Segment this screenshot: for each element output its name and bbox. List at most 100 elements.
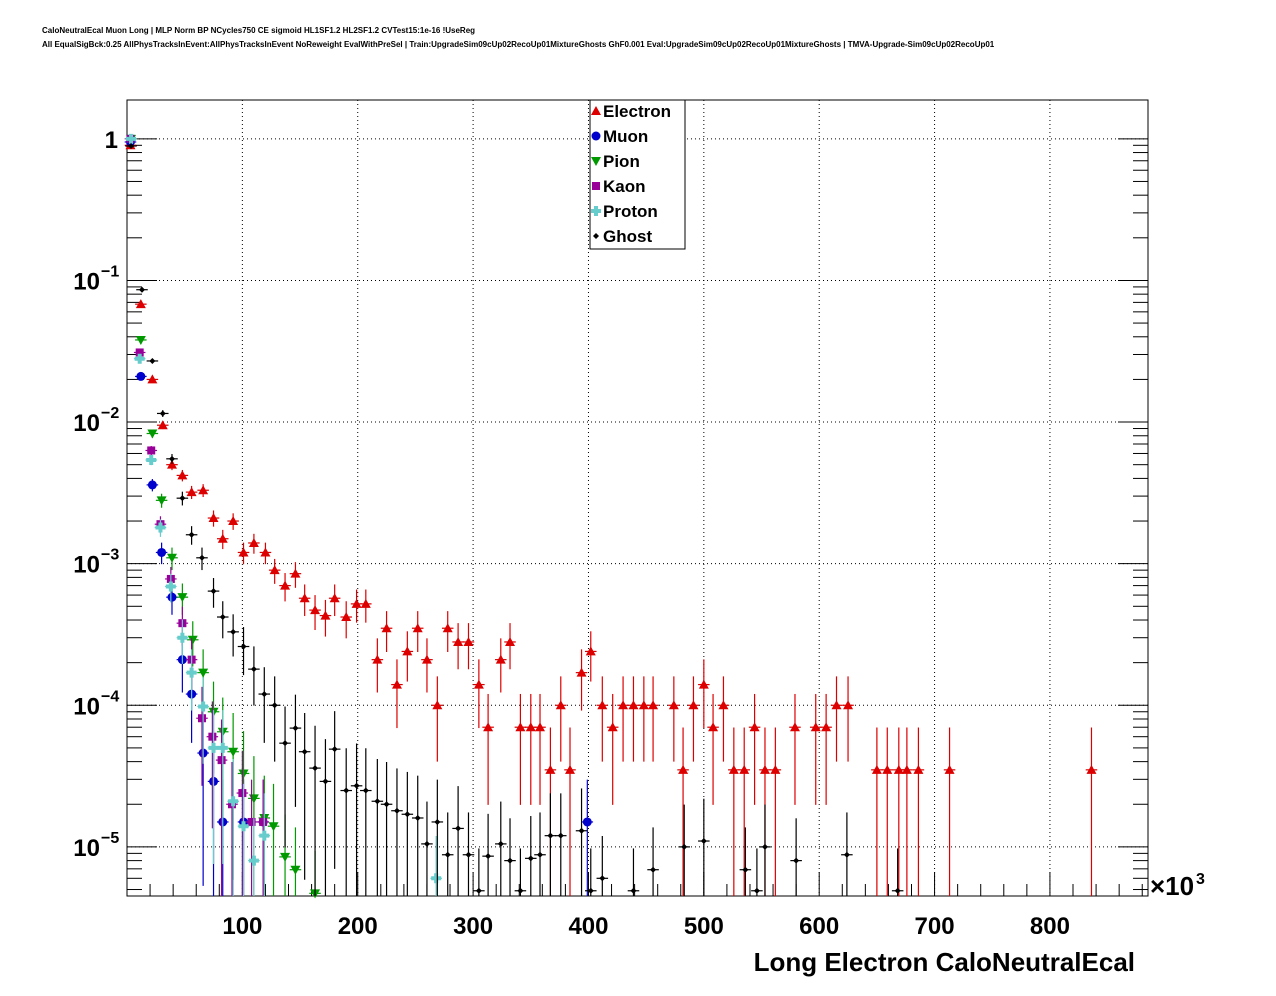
- data-point: [371, 758, 384, 896]
- triangle-up-marker: [320, 610, 331, 620]
- square-marker: [208, 732, 217, 741]
- triangle-down-marker: [198, 668, 209, 678]
- triangle-up-marker: [372, 654, 383, 664]
- data-point: [525, 816, 537, 896]
- x-multiplier-exponent: 3: [1196, 871, 1205, 888]
- diamond-marker: [894, 887, 901, 894]
- triangle-up-marker: [893, 764, 904, 774]
- data-point: [146, 374, 159, 384]
- triangle-up-marker: [391, 679, 402, 689]
- triangle-up-marker: [607, 722, 618, 732]
- data-point: [585, 848, 597, 896]
- legend-box: [589, 99, 686, 250]
- data-point: [176, 491, 189, 506]
- diamond-marker: [742, 866, 749, 873]
- data-point: [340, 601, 352, 639]
- data-point: [411, 775, 424, 896]
- triangle-up-marker: [789, 722, 800, 732]
- data-point: [166, 547, 178, 571]
- data-point: [258, 667, 271, 743]
- data-point: [136, 286, 148, 293]
- x-tick-label: 500: [684, 913, 724, 940]
- x-axis-label: Long Electron CaloNeutralEcal: [754, 947, 1135, 977]
- diamond-marker: [423, 840, 430, 847]
- triangle-up-marker: [166, 459, 177, 469]
- data-point: [197, 484, 209, 498]
- cross-marker: [259, 830, 270, 841]
- legend-label: Pion: [603, 152, 640, 171]
- triangle-up-marker: [177, 470, 188, 480]
- data-point: [431, 676, 444, 762]
- data-point: [504, 623, 516, 670]
- data-point: [360, 748, 372, 896]
- triangle-up-marker: [515, 722, 526, 732]
- data-point: [156, 420, 169, 430]
- diamond-marker: [159, 410, 166, 417]
- data-point: [717, 676, 730, 762]
- diamond-marker: [331, 746, 338, 753]
- x-tick-label: 300: [453, 913, 493, 940]
- x-tick-label: 200: [338, 913, 378, 940]
- triangle-down-marker: [166, 553, 177, 563]
- diamond-marker: [843, 851, 850, 858]
- data-point: [596, 676, 609, 762]
- data-point: [154, 519, 167, 537]
- triangle-up-marker: [329, 593, 340, 603]
- legend: Electron Muon Pion Kaon Proton Ghost: [589, 99, 686, 250]
- data-point: [165, 573, 177, 603]
- data-point: [871, 727, 883, 896]
- diamond-marker: [681, 843, 688, 850]
- data-point: [912, 727, 925, 896]
- data-point: [298, 584, 311, 617]
- data-point: [176, 469, 189, 482]
- y-tick-label: 10: [73, 693, 100, 720]
- data-point: [196, 547, 208, 571]
- diamond-marker: [404, 811, 411, 818]
- cross-marker: [217, 742, 228, 753]
- triangle-up-marker: [157, 420, 168, 430]
- triangle-down-marker: [135, 335, 146, 345]
- diamond-marker: [128, 142, 135, 149]
- data-point: [289, 562, 302, 588]
- triangle-up-marker: [648, 700, 659, 710]
- y-tick-label: 10: [73, 835, 100, 862]
- data-point: [462, 812, 475, 896]
- diamond-marker: [650, 866, 657, 873]
- cross-marker: [165, 581, 176, 592]
- data-point: [441, 611, 454, 653]
- triangle-down-marker: [156, 496, 167, 506]
- x-tick-label: 600: [799, 913, 839, 940]
- data-point: [790, 818, 802, 896]
- data-point: [739, 827, 752, 896]
- data-point: [268, 558, 281, 584]
- data-point: [309, 725, 321, 896]
- series-muon: [124, 137, 594, 896]
- data-point: [421, 801, 433, 896]
- data-point: [166, 454, 178, 465]
- legend-label: Electron: [603, 102, 671, 121]
- cross-icon: [591, 206, 601, 216]
- y-tick-label: 10: [73, 410, 100, 437]
- triangle-up-marker: [759, 764, 770, 774]
- data-point: [258, 793, 271, 896]
- diamond-marker: [578, 827, 585, 834]
- data-point: [237, 627, 250, 676]
- triangle-up-marker: [628, 700, 639, 710]
- triangle-up-icon: [591, 106, 601, 115]
- triangle-up-marker: [186, 487, 197, 497]
- diamond-marker: [343, 787, 350, 794]
- data-point: [135, 299, 147, 309]
- diamond-marker: [393, 807, 400, 814]
- data-point: [207, 510, 220, 527]
- diamond-marker: [383, 801, 390, 808]
- data-point: [185, 485, 198, 500]
- triangle-up-marker: [843, 700, 854, 710]
- cross-marker: [198, 701, 209, 712]
- triangle-up-marker: [483, 722, 494, 732]
- diamond-marker: [507, 857, 514, 864]
- data-point: [350, 589, 363, 623]
- square-marker: [217, 756, 226, 765]
- data-point: [135, 335, 147, 345]
- data-point: [698, 659, 710, 729]
- cross-marker: [155, 522, 166, 533]
